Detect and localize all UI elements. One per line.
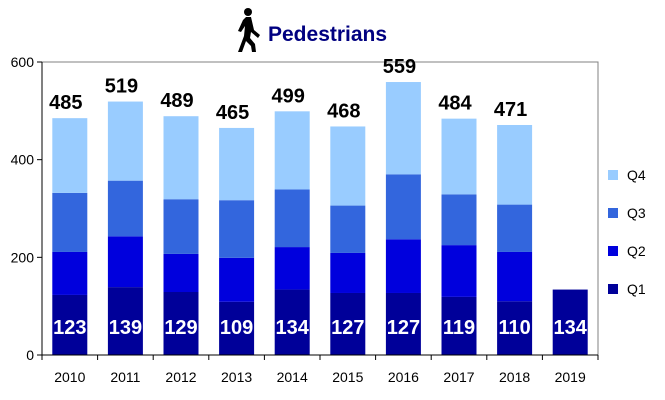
bar-segment-q4-2013 — [219, 127, 255, 201]
bar-segment-q1-2017 — [441, 296, 477, 355]
legend-label-q4: Q4 — [627, 167, 646, 183]
q1-value-label-2018: 110 — [498, 317, 530, 339]
bar-segment-q3-2015 — [330, 205, 366, 253]
bar-segment-q4-2018 — [497, 124, 533, 205]
bar-segment-q1-2013 — [219, 301, 255, 355]
bar-segment-q4-2014 — [274, 111, 310, 190]
total-label-2014: 499 — [272, 85, 305, 107]
bar-segment-q2-2014 — [274, 247, 310, 290]
bar-segment-q2-2010 — [52, 251, 88, 295]
bar-segment-q4-2012 — [163, 116, 199, 200]
bar-segment-q4-2010 — [52, 118, 88, 193]
legend-label-q2: Q2 — [627, 243, 646, 259]
q1-value-label-2016: 127 — [387, 317, 420, 339]
bar-segment-q3-2011 — [107, 180, 143, 237]
bar-segment-q3-2014 — [274, 189, 310, 248]
total-label-2015: 468 — [327, 100, 360, 122]
x-tick-label-2018: 2018 — [499, 369, 530, 385]
legend-swatch-q4 — [608, 170, 618, 180]
bar-segment-q2-2016 — [385, 239, 421, 293]
y-tick-label: 0 — [26, 347, 34, 363]
x-tick-label-2014: 2014 — [277, 369, 308, 385]
legend-swatch-q2 — [608, 246, 618, 256]
bar-segment-q1-2012 — [163, 292, 199, 355]
bar-segment-q4-2017 — [441, 118, 477, 195]
total-label-2010: 485 — [49, 92, 82, 114]
bar-segment-q3-2013 — [219, 200, 255, 258]
q1-value-label-2014: 134 — [276, 317, 310, 339]
legend: Q4 Q3 Q2 Q1 — [608, 167, 646, 297]
bar-segment-q2-2017 — [441, 245, 477, 297]
y-tick-label: 200 — [11, 249, 35, 265]
x-tick-label-2011: 2011 — [110, 369, 140, 385]
bar-segment-q2-2011 — [107, 236, 143, 288]
total-label-2011: 519 — [105, 76, 138, 98]
q1-value-label-2010: 123 — [53, 317, 86, 339]
bar-segment-q3-2017 — [441, 194, 477, 246]
x-tick-label-2010: 2010 — [54, 369, 85, 385]
legend-swatch-q3 — [608, 208, 618, 218]
q1-value-label-2015: 127 — [331, 317, 364, 339]
x-tick-label-2012: 2012 — [165, 369, 196, 385]
bar-segment-q3-2010 — [52, 192, 88, 252]
total-label-2012: 489 — [160, 90, 193, 112]
q1-value-label-2017: 119 — [443, 317, 475, 339]
bar-segment-q3-2018 — [497, 204, 533, 252]
x-tick-label-2015: 2015 — [332, 369, 363, 385]
total-label-2017: 484 — [438, 93, 472, 115]
y-tick-label: 400 — [11, 152, 35, 168]
bar-segment-q2-2018 — [497, 251, 533, 302]
bar-segment-q1-2015 — [330, 292, 366, 355]
total-label-2016: 559 — [383, 56, 416, 78]
bar-segment-q3-2012 — [163, 199, 199, 254]
bar-segment-q1-2010 — [52, 294, 88, 355]
bars-group — [52, 82, 588, 355]
q1-value-label-2013: 109 — [220, 317, 253, 339]
legend-label-q1: Q1 — [627, 281, 646, 297]
q1-value-label-2019: 134 — [554, 317, 588, 339]
data-labels-group: 123 485 139 519 129 489 109 465 134 499 127 468 127 5… — [49, 56, 588, 339]
bar-segment-q3-2016 — [385, 174, 421, 240]
total-label-2013: 465 — [216, 102, 249, 124]
bar-segment-q1-2018 — [497, 301, 533, 355]
x-tick-label-2019: 2019 — [555, 369, 586, 385]
q1-value-label-2012: 129 — [164, 317, 197, 339]
bar-segment-q1-2014 — [274, 289, 310, 355]
legend-label-q3: Q3 — [627, 205, 646, 221]
bar-segment-q4-2015 — [330, 126, 366, 206]
bar-segment-q2-2012 — [163, 253, 199, 293]
bar-segment-q2-2013 — [219, 257, 255, 302]
bar-segment-q2-2015 — [330, 252, 366, 293]
bar-segment-q4-2011 — [107, 101, 143, 181]
bar-segment-q4-2016 — [385, 82, 421, 175]
y-tick-label: 600 — [11, 54, 35, 70]
chart-title: Pedestrians — [268, 23, 387, 46]
bar-segment-q1-2011 — [107, 287, 143, 355]
q1-value-label-2011: 139 — [109, 317, 142, 339]
x-tick-label-2013: 2013 — [221, 369, 252, 385]
total-label-2018: 471 — [494, 99, 527, 121]
pedestrian-walking-icon — [238, 8, 260, 52]
x-tick-label-2017: 2017 — [443, 369, 474, 385]
y-axis: 0 200 400 600 — [11, 54, 43, 363]
bar-segment-q1-2019 — [552, 289, 588, 355]
legend-swatch-q1 — [608, 284, 618, 294]
x-axis: 2010 2011 2012 2013 2014 2015 2016 2017 2018 2019 — [41, 354, 599, 385]
bar-segment-q1-2016 — [385, 292, 421, 355]
x-tick-label-2016: 2016 — [388, 369, 419, 385]
